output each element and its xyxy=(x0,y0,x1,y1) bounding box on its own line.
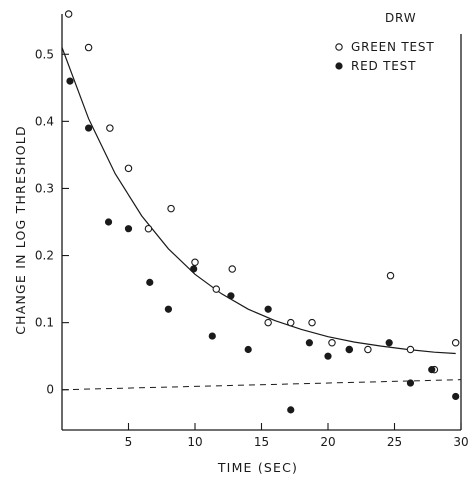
red-test-point xyxy=(452,392,460,401)
green-test-point xyxy=(124,164,133,173)
green-test-point xyxy=(191,258,199,267)
x-tick-label: 25 xyxy=(387,435,402,449)
corner-label: DRW xyxy=(385,11,416,25)
red-test-point xyxy=(104,218,113,226)
red-test-point xyxy=(124,225,133,233)
green-test-point xyxy=(406,345,415,354)
red-test-point xyxy=(164,305,172,313)
ticks: 0 0.1 0.2 0.3 0.4 0.5 5 10 15 20 25 30 xyxy=(35,47,469,449)
red-test-point xyxy=(406,379,415,387)
green-test-point xyxy=(228,265,236,273)
green-test-point xyxy=(264,318,272,327)
red-test-point xyxy=(385,339,393,347)
x-tick-label: 20 xyxy=(320,435,335,449)
y-tick-label: 0.1 xyxy=(35,316,54,330)
chart-lines xyxy=(61,47,462,391)
x-tick-label: 5 xyxy=(125,435,133,449)
y-tick-label: 0 xyxy=(46,383,54,397)
y-axis-title: CHANGE IN LOG THRESHOLD xyxy=(13,125,28,335)
green-test-point xyxy=(287,318,295,327)
y-tick-label: 0.5 xyxy=(35,47,54,61)
green-test-point xyxy=(64,10,73,18)
red-test-point xyxy=(227,292,235,300)
y-tick-label: 0.2 xyxy=(35,249,54,263)
green-test-point xyxy=(167,204,175,213)
green-test-point xyxy=(84,43,93,52)
x-tick-label: 10 xyxy=(187,435,202,449)
red-test-point xyxy=(190,265,198,273)
baseline-dashed-line xyxy=(61,379,462,391)
legend-label-red-test: RED TEST xyxy=(351,59,416,73)
green-test-point xyxy=(212,285,221,293)
red-test-point xyxy=(85,124,93,132)
legend-label-green-test: GREEN TEST xyxy=(351,40,434,54)
legend: GREEN TEST RED TEST xyxy=(335,40,434,73)
axes xyxy=(61,14,462,431)
red-test-point xyxy=(428,366,436,374)
red-test-point xyxy=(345,345,353,354)
red-test-point xyxy=(66,77,74,85)
green-test-point xyxy=(144,224,153,233)
red-test-point xyxy=(146,278,154,286)
green-test-point xyxy=(364,345,372,354)
x-tick-label: 30 xyxy=(453,435,468,449)
red-test-point xyxy=(305,339,313,347)
red-test-point xyxy=(324,352,332,360)
green-test-point xyxy=(328,339,336,347)
red-test-point xyxy=(264,305,272,313)
green-test-point xyxy=(308,318,316,327)
green-test-point xyxy=(106,124,114,132)
y-tick-label: 0.4 xyxy=(35,114,54,128)
y-tick-label: 0.3 xyxy=(35,181,54,195)
red-test-point xyxy=(208,332,216,340)
green-test-point xyxy=(386,271,395,280)
fitted-curve xyxy=(61,47,456,355)
data-points xyxy=(64,10,460,414)
legend-marker-red-test xyxy=(335,62,343,70)
legend-marker-green-test xyxy=(335,43,343,51)
green-test-point xyxy=(451,339,460,347)
red-test-point xyxy=(244,345,252,354)
x-axis-title: TIME (SEC) xyxy=(217,460,298,475)
red-test-point xyxy=(287,406,295,414)
x-tick-label: 15 xyxy=(254,435,269,449)
